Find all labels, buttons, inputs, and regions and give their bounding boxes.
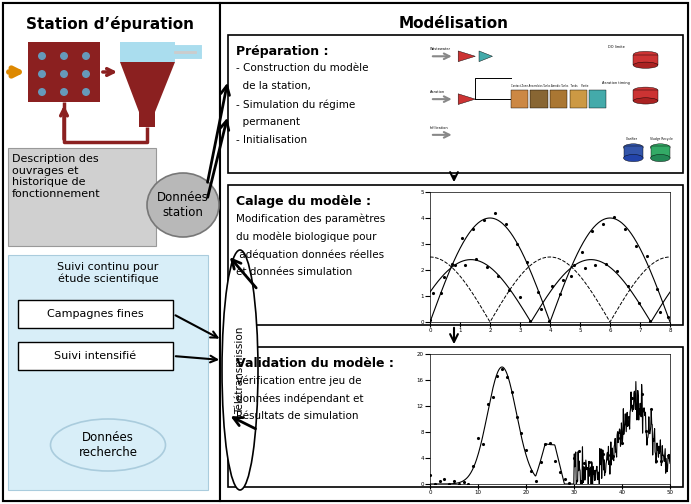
Text: Modification des paramètres: Modification des paramètres — [236, 213, 386, 223]
Bar — [18, 300, 173, 328]
Bar — [634, 90, 658, 101]
Text: - Simulation du régime: - Simulation du régime — [236, 99, 355, 109]
Text: Modélisation: Modélisation — [399, 16, 509, 31]
Text: Infiltration: Infiltration — [430, 126, 448, 130]
Text: de la station,: de la station, — [236, 81, 311, 91]
Polygon shape — [458, 51, 475, 61]
Text: permanent: permanent — [236, 117, 300, 127]
Text: Station d’épuration: Station d’épuration — [26, 16, 194, 32]
Circle shape — [82, 52, 90, 60]
Ellipse shape — [50, 419, 166, 471]
Bar — [589, 90, 607, 108]
Bar — [531, 90, 547, 108]
Text: données indépendant et: données indépendant et — [236, 393, 363, 404]
Text: Données
station: Données station — [157, 191, 209, 219]
Text: DO limite: DO limite — [608, 45, 625, 49]
Ellipse shape — [634, 98, 658, 104]
Ellipse shape — [634, 51, 658, 57]
Bar — [120, 42, 175, 62]
Polygon shape — [458, 94, 475, 104]
Circle shape — [60, 88, 68, 96]
Circle shape — [38, 70, 46, 78]
Text: Aeration timing: Aeration timing — [603, 81, 630, 85]
Bar — [28, 42, 100, 102]
Circle shape — [38, 52, 46, 60]
Text: Description des
ouvrages et
historique de
fonctionnement: Description des ouvrages et historique d… — [12, 154, 101, 199]
Polygon shape — [120, 62, 175, 112]
Circle shape — [38, 88, 46, 96]
Text: Validation du modèle :: Validation du modèle : — [236, 357, 394, 370]
Ellipse shape — [623, 144, 643, 151]
Text: adéquation données réelles: adéquation données réelles — [236, 249, 384, 260]
Bar — [228, 347, 683, 487]
Bar — [139, 112, 155, 127]
Bar — [3, 3, 220, 501]
Ellipse shape — [222, 250, 258, 490]
Bar — [8, 148, 156, 246]
Bar — [228, 35, 683, 173]
Ellipse shape — [147, 173, 219, 237]
Bar — [623, 147, 643, 158]
Text: Télétransmission: Télétransmission — [235, 326, 245, 414]
Text: Calage du modèle :: Calage du modèle : — [236, 195, 371, 208]
Bar — [220, 3, 688, 501]
Circle shape — [82, 88, 90, 96]
Ellipse shape — [634, 87, 658, 93]
Text: - Initialisation: - Initialisation — [236, 135, 307, 145]
Text: Sludge Recycle: Sludge Recycle — [650, 137, 673, 141]
Bar — [550, 90, 567, 108]
Bar — [228, 185, 683, 325]
Bar — [8, 255, 208, 490]
Text: - Construction du modèle: - Construction du modèle — [236, 63, 368, 73]
Ellipse shape — [650, 144, 670, 151]
Bar — [511, 90, 528, 108]
Text: Suivi continu pour
étude scientifique: Suivi continu pour étude scientifique — [57, 262, 159, 284]
Bar — [650, 147, 670, 158]
Text: Campagnes fines: Campagnes fines — [47, 309, 143, 319]
Text: Résultats de simulation: Résultats de simulation — [236, 411, 359, 421]
Text: et données simulation: et données simulation — [236, 267, 352, 277]
Polygon shape — [479, 51, 493, 61]
Circle shape — [60, 52, 68, 60]
Bar — [18, 342, 173, 370]
Text: du modèle biologique pour: du modèle biologique pour — [236, 231, 377, 241]
Text: Préparation :: Préparation : — [236, 45, 328, 58]
Text: Vérification entre jeu de: Vérification entre jeu de — [236, 375, 361, 386]
Text: Clarifier: Clarifier — [626, 137, 638, 141]
Text: Suivi intensifié: Suivi intensifié — [54, 351, 136, 361]
Bar — [634, 54, 658, 65]
Bar — [569, 90, 587, 108]
Ellipse shape — [623, 155, 643, 162]
Ellipse shape — [650, 155, 670, 162]
Text: Wastewater: Wastewater — [430, 47, 451, 51]
Circle shape — [82, 70, 90, 78]
Circle shape — [60, 70, 68, 78]
Text: Contact Zone Anaerobics Tanks Aerobic Tanks   Tanks     Partie: Contact Zone Anaerobics Tanks Aerobic Ta… — [511, 84, 588, 88]
Text: Aeration: Aeration — [430, 90, 445, 94]
Ellipse shape — [634, 62, 658, 69]
Text: Données
recherche: Données recherche — [79, 431, 138, 459]
